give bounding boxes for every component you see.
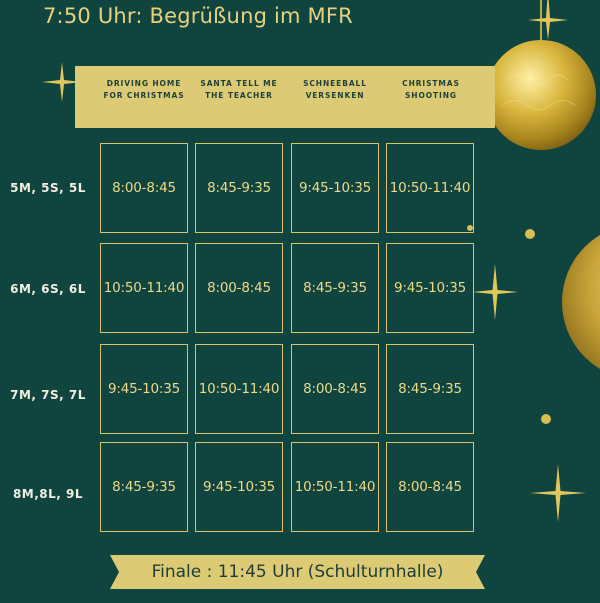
schedule-cell: 8:45-9:35 [195,143,283,233]
schedule-cell: 10:50-11:40 [100,243,188,333]
schedule-cell: 8:00-8:45 [386,442,474,532]
schedule-cell: 8:00-8:45 [100,143,188,233]
column-header-christmas-shooting: CHRISTMAS SHOOTING [402,79,460,100]
schedule-cell: 10:50-11:40 [386,143,474,233]
column-header-santa-tell: SANTA TELL ME THE TEACHER [200,79,278,100]
gold-bauble-right [562,235,600,369]
row-label: 8M,8L, 9L [12,487,84,501]
column-header-driving-home: DRIVING HOME FOR CHRISTMAS [103,79,185,100]
sparkle-star-icon [42,62,82,102]
schedule-cell: 9:45-10:35 [386,243,474,333]
schedule-cell: 9:45-10:35 [100,344,188,434]
row-label: 7M, 7S, 7L [10,388,86,402]
schedule-cell: 10:50-11:40 [195,344,283,434]
page-title: 7:50 Uhr: Begrüßung im MFR [43,4,353,28]
row-label: 5M, 5S, 5L [10,181,86,195]
schedule-cell: 8:45-9:35 [100,442,188,532]
sparkle-star-icon [528,0,568,40]
schedule-cell: 8:00-8:45 [195,243,283,333]
schedule-cell: 8:45-9:35 [386,344,474,434]
sparkle-star-icon [472,264,518,320]
gold-dot-icon [467,225,473,231]
finale-ribbon: Finale : 11:45 Uhr (Schulturnhalle) [110,551,485,593]
column-header-schneeball: SCHNEEBALL VERSENKEN [303,79,367,100]
row-label: 6M, 6S, 6L [10,282,86,296]
finale-text: Finale : 11:45 Uhr (Schulturnhalle) [151,562,444,582]
schedule-cell: 8:00-8:45 [291,344,379,434]
gold-dot-icon [541,414,551,424]
schedule-cell: 10:50-11:40 [291,442,379,532]
schedule-cell: 9:45-10:35 [291,143,379,233]
schedule-cell: 9:45-10:35 [195,442,283,532]
sparkle-star-icon [530,464,586,522]
gold-dot-icon [525,229,535,239]
gold-bauble-top-right [486,0,596,150]
schedule-cell: 8:45-9:35 [291,243,379,333]
header-banner [75,66,495,128]
